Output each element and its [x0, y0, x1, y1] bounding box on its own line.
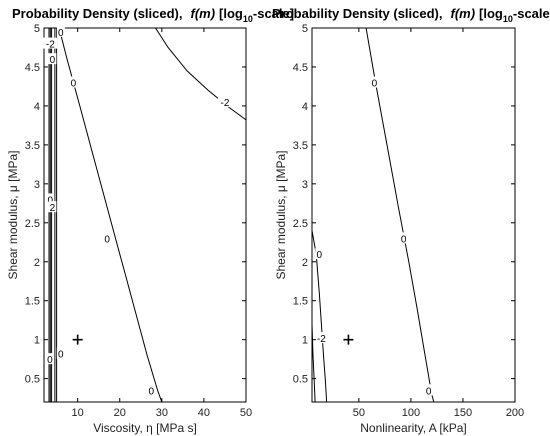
contour-label-bg — [46, 193, 55, 205]
y-tick-label: 2 — [302, 257, 308, 269]
contour-label-bg — [399, 232, 408, 244]
contour-line-0 — [365, 28, 435, 402]
title-scale: [log — [219, 6, 243, 21]
contour-label: 0 — [58, 350, 64, 361]
contour-label: 0 — [317, 250, 323, 261]
contour-label: 2 — [50, 203, 56, 214]
contour-label: 0 — [104, 234, 110, 245]
contour-label: 0 — [50, 55, 56, 66]
panel-nonlinearity: Probability Density (sliced), f(m) [log10-… — [272, 6, 550, 435]
y-tick-label: 1.5 — [25, 296, 40, 308]
y-tick-label: 3 — [302, 179, 308, 191]
x-axis-label: Nonlinearity, A [kPa] — [360, 421, 467, 435]
contour-label: 0 — [47, 355, 53, 366]
y-tick-label: 3.5 — [293, 140, 308, 152]
contour-label-bg — [56, 347, 65, 359]
contour-label: -2 — [221, 98, 230, 109]
contour-label-bg — [48, 53, 57, 65]
title-func: f(m) — [451, 6, 476, 21]
contour-line-0 — [58, 28, 163, 402]
chart-title: Probability Density (sliced), f(m) [log10-… — [12, 6, 294, 24]
y-axis-label: Shear modulus, μ [MPa] — [274, 151, 288, 280]
y-tick-label: 5 — [34, 23, 40, 35]
contour-label-bg — [103, 232, 112, 244]
y-tick-label: 2.5 — [25, 218, 40, 230]
contour-label-bg — [48, 201, 57, 213]
contour-label-bg — [43, 37, 58, 49]
y-tick-label: 4.5 — [293, 62, 308, 74]
x-tick-label: 10 — [72, 407, 84, 419]
y-axis-label: Shear modulus, μ [MPa] — [6, 151, 20, 280]
y-tick-label: 2 — [34, 257, 40, 269]
y-tick-label: 4.5 — [25, 62, 40, 74]
contour-label-bg — [314, 332, 329, 344]
title-scale-end: -scale] — [513, 6, 550, 21]
x-tick-label: 100 — [402, 407, 420, 419]
y-tick-label: 2.5 — [293, 218, 308, 230]
contour-label-bg — [69, 76, 78, 88]
x-tick-label: 50 — [240, 407, 252, 419]
x-axis-label: Viscosity, η [MPa s] — [93, 421, 197, 435]
contour-label: 0 — [48, 195, 54, 206]
title-func: f(m) — [191, 6, 216, 21]
x-tick-label: 50 — [353, 407, 365, 419]
contour-label-bg — [217, 96, 232, 108]
contour-label-bg — [147, 384, 156, 396]
y-tick-label: 1 — [34, 335, 40, 347]
plot-area — [311, 27, 516, 403]
contour-label-bg — [45, 353, 54, 365]
x-tick-label: 200 — [506, 407, 524, 419]
marker-plus — [343, 334, 354, 345]
title-scale-sub: 10 — [243, 14, 253, 24]
contour-label: 0 — [372, 79, 378, 90]
title-scale-sub: 10 — [503, 14, 513, 24]
contour-label: -2 — [46, 40, 55, 51]
chart-title: Probability Density (sliced), f(m) [log10-… — [272, 6, 550, 24]
x-tick-label: 30 — [156, 407, 168, 419]
contour-label-bg — [424, 384, 433, 396]
title-text: Probability Density (sliced), — [12, 6, 183, 21]
y-tick-label: 5 — [302, 23, 308, 35]
title-scale: [log — [479, 6, 503, 21]
x-tick-label: 150 — [454, 407, 472, 419]
contour-label: 0 — [58, 28, 64, 39]
contour-label: 0 — [71, 79, 77, 90]
y-tick-label: 0.5 — [25, 374, 40, 386]
y-tick-label: 3 — [34, 179, 40, 191]
y-tick-label: 0.5 — [293, 374, 308, 386]
x-tick-label: 20 — [114, 407, 126, 419]
y-tick-label: 4 — [302, 101, 308, 113]
contour-line-1 — [155, 28, 246, 121]
contour-label: 0 — [401, 234, 407, 245]
contour-label-bg — [56, 25, 65, 37]
contour-label: 0 — [426, 386, 432, 397]
panel-viscosity: Probability Density (sliced), f(m) [log10-… — [6, 6, 294, 435]
title-text: Probability Density (sliced), — [272, 6, 443, 21]
x-tick-label: 40 — [198, 407, 210, 419]
contour-label-bg — [370, 76, 379, 88]
y-tick-label: 3.5 — [25, 140, 40, 152]
contour-label: -2 — [317, 334, 326, 345]
marker-plus — [72, 334, 83, 345]
y-tick-label: 4 — [34, 101, 40, 113]
contour-label: 0 — [149, 386, 155, 397]
y-tick-label: 1 — [302, 335, 308, 347]
title-scale-end: -scale] — [253, 6, 294, 21]
y-tick-label: 1.5 — [293, 296, 308, 308]
contour-label-bg — [315, 247, 324, 259]
